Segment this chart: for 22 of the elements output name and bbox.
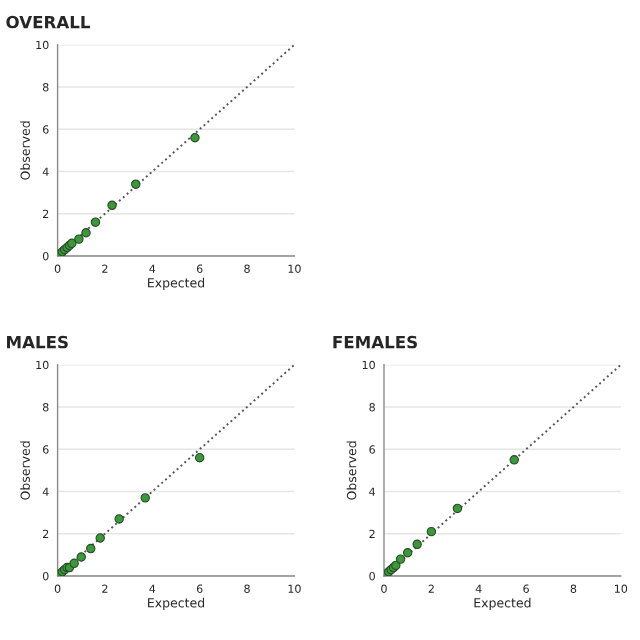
point <box>412 539 422 550</box>
point <box>509 455 519 465</box>
point <box>402 548 413 558</box>
point <box>140 493 150 503</box>
point <box>90 217 101 227</box>
point <box>190 133 200 143</box>
point <box>86 543 96 554</box>
point <box>81 228 91 238</box>
point <box>452 503 463 514</box>
point <box>131 179 141 189</box>
chart-title: FEMALES <box>333 335 417 349</box>
chart-title: MALES <box>7 335 68 349</box>
point <box>114 514 124 524</box>
point <box>194 453 205 463</box>
point <box>69 558 79 569</box>
point <box>74 234 84 244</box>
chart-title: OVERALL <box>6 15 91 29</box>
point <box>95 533 105 543</box>
point <box>76 552 87 562</box>
point <box>426 526 437 537</box>
point <box>107 200 117 211</box>
point <box>395 554 406 564</box>
